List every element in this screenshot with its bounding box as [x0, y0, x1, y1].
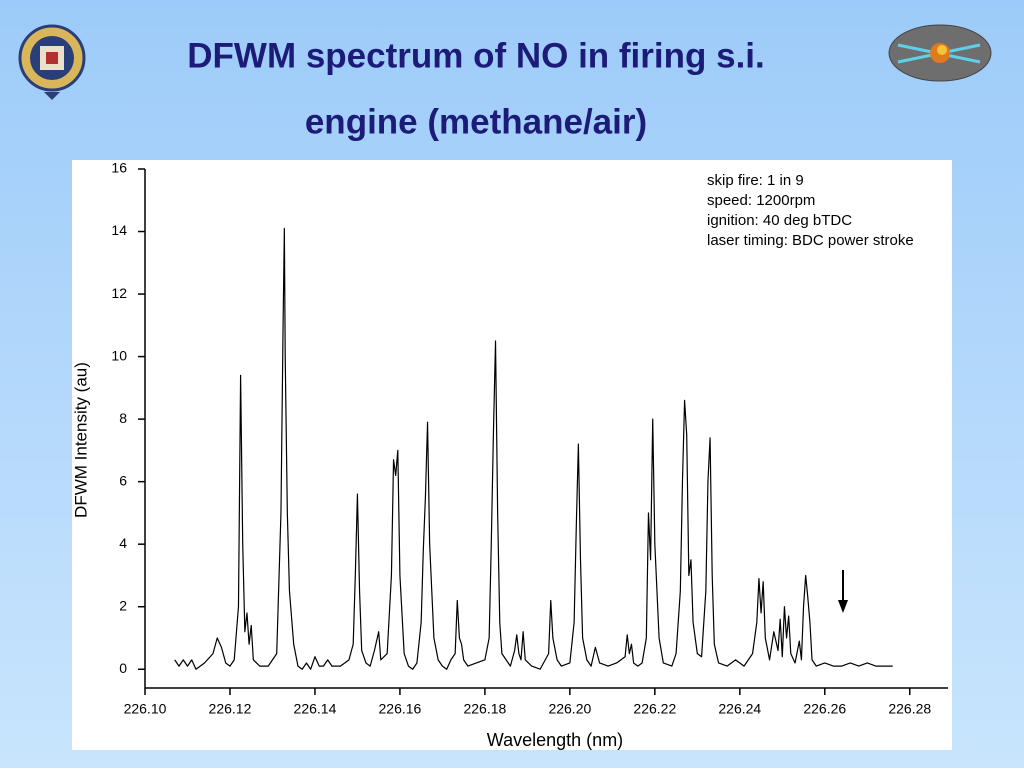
- title-line: DFWM spectrum of NO in firing s.i.: [187, 36, 765, 75]
- y-tick-label: 2: [119, 597, 127, 613]
- x-tick-label: 226.28: [888, 701, 931, 717]
- x-tick-label: 226.12: [209, 701, 252, 717]
- y-tick-label: 0: [119, 660, 127, 676]
- annotation: skip fire: 1 in 9: [707, 172, 804, 189]
- title-line: engine (methane/air): [305, 102, 647, 141]
- x-tick-label: 226.10: [124, 701, 167, 717]
- laser-logo: [888, 24, 992, 82]
- x-axis-label: Wavelength (nm): [487, 730, 623, 750]
- x-tick-label: 226.26: [803, 701, 846, 717]
- y-tick-label: 16: [111, 160, 127, 176]
- annotation: speed: 1200rpm: [707, 192, 815, 209]
- x-tick-label: 226.16: [379, 701, 422, 717]
- y-tick-label: 8: [119, 410, 127, 426]
- x-tick-label: 226.22: [633, 701, 676, 717]
- y-tick-label: 12: [111, 285, 127, 301]
- x-tick-label: 226.18: [463, 701, 506, 717]
- x-tick-label: 226.24: [718, 701, 761, 717]
- y-tick-label: 14: [111, 222, 127, 238]
- x-tick-label: 226.14: [294, 701, 337, 717]
- spectrum-line: [174, 227, 893, 670]
- annotation: laser timing: BDC power stroke: [707, 232, 914, 249]
- university-crest: [18, 24, 86, 100]
- y-tick-label: 6: [119, 472, 127, 488]
- y-axis-label: DFWM Intensity (au): [71, 362, 90, 518]
- annotation: ignition: 40 deg bTDC: [707, 212, 852, 229]
- chart-panel: [72, 160, 952, 750]
- plot: 0 2 4 6 8 10 12 14 16 226.10 226.12 226.14 226.16 226…: [71, 160, 948, 750]
- y-tick-label: 10: [111, 347, 127, 363]
- arrow: [838, 570, 848, 613]
- x-tick-label: 226.20: [548, 701, 591, 717]
- y-tick-label: 4: [119, 535, 127, 551]
